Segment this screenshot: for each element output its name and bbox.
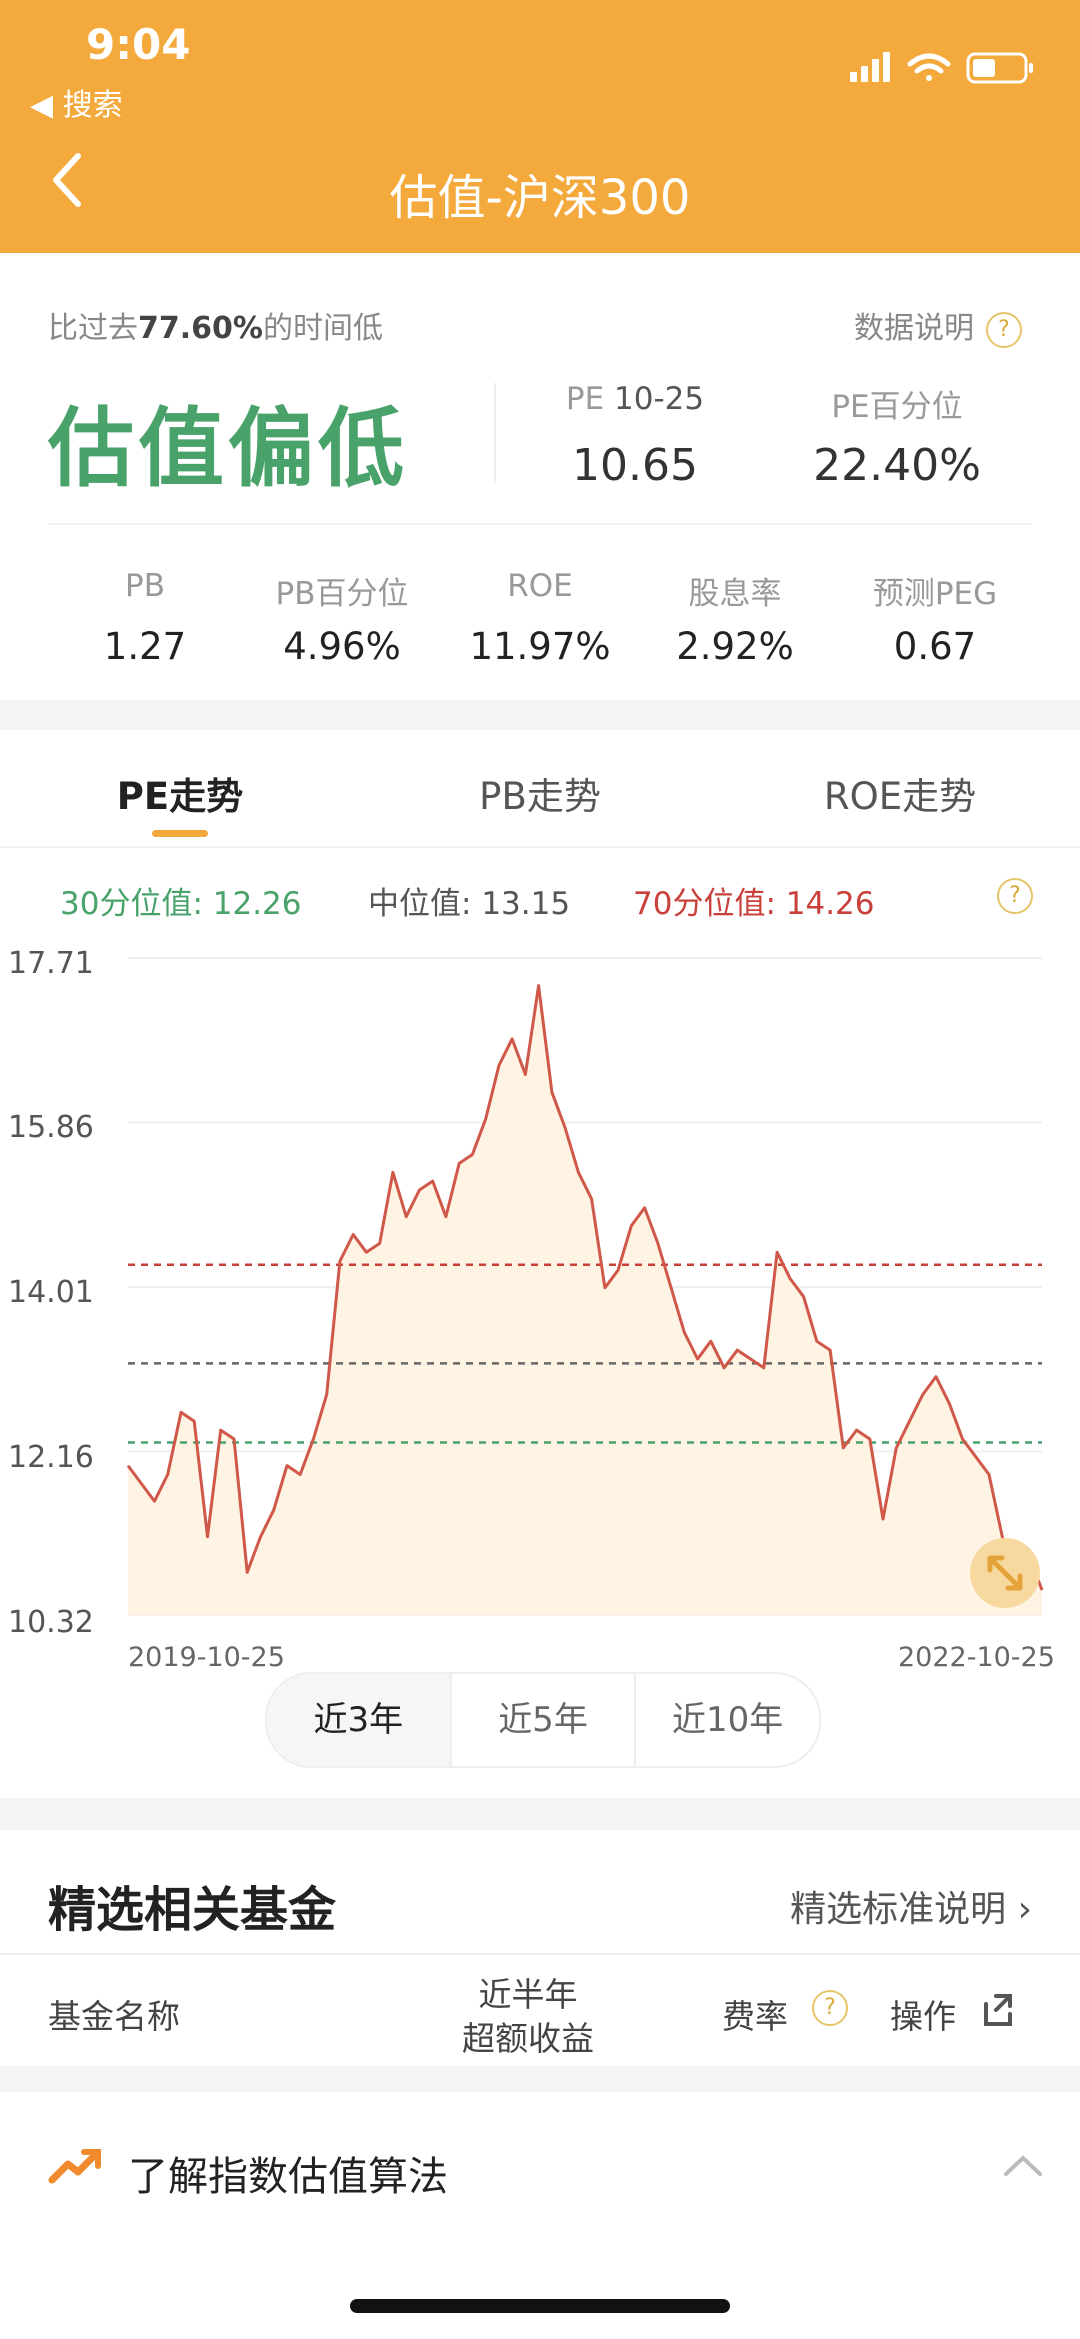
- metric-value-pb-percentile: 4.96%: [283, 625, 401, 668]
- learn-algorithm-section[interactable]: 了解指数估值算法: [0, 2092, 1080, 2339]
- percentile-70-value: 14.26: [785, 886, 875, 922]
- comparison-prefix: 比过去: [48, 311, 138, 346]
- column-fund-name: 基金名称: [48, 1997, 180, 2036]
- y-tick-label: 12.16: [8, 1440, 94, 1475]
- header: 9:04 ◀ 搜索 估值-沪深300: [0, 0, 1080, 253]
- data-explanation-label: 数据说明: [854, 311, 974, 346]
- metric-value-peg: 0.67: [893, 625, 977, 668]
- tab-pb-trend[interactable]: PB走势: [479, 775, 601, 818]
- metric-label-peg: 预测PEG: [872, 576, 998, 612]
- back-arrow-icon[interactable]: [48, 150, 88, 210]
- divider: [48, 523, 1032, 525]
- metric-label-pb: PB: [125, 568, 165, 604]
- related-funds-section: 精选相关基金 精选标准说明 › 基金名称 近半年 超额收益 费率 ? 操作: [0, 1830, 1080, 2066]
- range-10y[interactable]: 近10年: [672, 1700, 784, 1740]
- status-time: 9:04: [86, 20, 191, 69]
- pe-label: PE 10-25: [520, 381, 750, 417]
- pe-percentile-label: PE百分位: [831, 389, 963, 425]
- active-tab-indicator: [152, 830, 208, 837]
- share-icon[interactable]: [978, 1990, 1018, 2030]
- percentile-30-value: 12.26: [212, 886, 302, 922]
- metric-value-pb: 1.27: [103, 625, 187, 668]
- home-indicator: [350, 2299, 730, 2313]
- help-icon: ?: [986, 311, 1022, 348]
- battery-icon: [966, 52, 1033, 84]
- column-fee: 费率: [722, 1997, 788, 2036]
- median-stat: 中位值: 13.15: [368, 878, 570, 923]
- comparison-suffix: 的时间低: [262, 311, 383, 346]
- stats-help-icon[interactable]: ?: [997, 878, 1033, 914]
- trend-card: PE走势 PB走势 ROE走势 30分位值: 12.26 中位值: 13.15 …: [0, 730, 1080, 1798]
- x-end-date: 2022-10-25: [898, 1642, 1055, 1673]
- comparison-percent: 77.60%: [138, 311, 263, 346]
- selection-criteria-link[interactable]: 精选标准说明 ›: [790, 1889, 1032, 1930]
- expand-chart-button[interactable]: [970, 1538, 1040, 1608]
- status-icons: [850, 52, 1033, 84]
- data-explanation-link[interactable]: 数据说明?: [854, 303, 1022, 348]
- learn-algorithm-label: 了解指数估值算法: [128, 2154, 448, 2200]
- back-to-search-link[interactable]: ◀ 搜索: [30, 88, 123, 123]
- y-tick-label: 17.71: [8, 946, 94, 981]
- valuation-summary: 比过去77.60%的时间低 数据说明? 估值偏低 PE 10-25 10.65 …: [0, 253, 1080, 700]
- y-tick-label: 10.32: [8, 1605, 94, 1640]
- percentile-30-stat: 30分位值: 12.26: [60, 878, 302, 923]
- metric-value-roe: 11.97%: [469, 625, 611, 668]
- percentile-70-label: 70分位值:: [633, 886, 776, 922]
- wifi-icon: [907, 53, 951, 81]
- percentile-70-stat: 70分位值: 14.26: [633, 878, 875, 923]
- column-action: 操作: [890, 1997, 956, 2036]
- range-3y[interactable]: 近3年: [267, 1674, 452, 1766]
- metric-label-roe: ROE: [507, 568, 573, 604]
- pe-value: 10.65: [572, 440, 698, 491]
- divider: [494, 383, 496, 483]
- valuation-verdict: 估值偏低: [48, 399, 408, 499]
- pe-percentile-value: 22.40%: [813, 440, 981, 491]
- range-5y[interactable]: 近5年: [452, 1674, 637, 1766]
- signal-icon: [850, 52, 890, 82]
- section-title: 精选相关基金: [48, 1882, 337, 1938]
- trend-up-icon: [48, 2149, 101, 2184]
- comparison-text: 比过去77.60%的时间低: [48, 303, 383, 347]
- divider: [0, 846, 1080, 848]
- median-label: 中位值:: [368, 886, 472, 922]
- divider: [0, 1953, 1080, 1955]
- page-title: 估值-沪深300: [389, 170, 691, 226]
- chevron-up-icon[interactable]: [1000, 2150, 1046, 2180]
- pe-date: 10-25: [614, 381, 705, 417]
- y-tick-label: 15.86: [8, 1110, 94, 1145]
- median-value: 13.15: [481, 886, 571, 922]
- pe-series-line: [126, 984, 1044, 1591]
- x-start-date: 2019-10-25: [128, 1642, 285, 1673]
- metric-label-pb-percentile: PB百分位: [275, 576, 409, 612]
- metric-value-dividend-yield: 2.92%: [676, 625, 794, 668]
- expand-icon: [987, 1555, 1023, 1591]
- y-tick-label: 14.01: [8, 1275, 94, 1310]
- fee-help-icon[interactable]: ?: [812, 1990, 848, 2026]
- tab-pe-trend[interactable]: PE走势: [116, 775, 244, 818]
- range-selector: 近3年 近5年 近10年: [265, 1672, 821, 1768]
- pe-trend-chart[interactable]: [0, 730, 1080, 1630]
- column-excess-return-line2: 超额收益: [462, 2019, 594, 2058]
- metric-label-dividend-yield: 股息率: [688, 576, 782, 612]
- pe-area-fill: [128, 985, 1042, 1615]
- column-excess-return-line1: 近半年: [478, 1975, 578, 2014]
- percentile-30-label: 30分位值:: [60, 886, 203, 922]
- pe-label-text: PE: [565, 381, 605, 417]
- tab-roe-trend[interactable]: ROE走势: [823, 775, 977, 818]
